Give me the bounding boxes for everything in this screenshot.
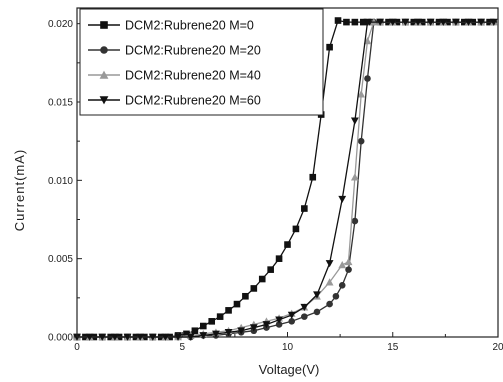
- data-point: [345, 266, 352, 273]
- data-point: [183, 330, 190, 338]
- y-tick-label: 0.010: [48, 176, 73, 187]
- data-point: [249, 324, 258, 332]
- data-point: [313, 308, 321, 316]
- data-point: [364, 75, 371, 82]
- data-point: [208, 318, 216, 325]
- data-point: [426, 18, 435, 26]
- legend-entry: DCM2:Rubrene20 M=40: [88, 69, 261, 83]
- legend-label: DCM2:Rubrene20 M=20: [125, 44, 261, 58]
- data-point: [85, 333, 94, 341]
- data-point: [110, 333, 119, 341]
- data-point: [224, 329, 233, 337]
- legend-entry: DCM2:Rubrene20 M=0: [88, 19, 254, 33]
- series-line: [77, 21, 494, 338]
- data-point: [301, 313, 308, 320]
- data-point: [326, 43, 333, 51]
- data-point: [100, 46, 108, 54]
- data-point: [258, 275, 266, 283]
- data-point: [464, 18, 473, 26]
- data-point: [338, 282, 346, 289]
- data-point: [200, 322, 207, 330]
- data-point: [99, 96, 109, 105]
- y-tick-label: 0.005: [48, 254, 73, 265]
- data-point: [351, 18, 359, 26]
- data-point: [98, 333, 107, 341]
- data-point: [300, 303, 309, 312]
- data-point: [161, 333, 170, 341]
- x-tick-label: 15: [387, 342, 399, 353]
- y-tick-label: 0.000: [48, 333, 73, 344]
- data-point: [267, 266, 274, 273]
- data-point: [100, 21, 108, 29]
- data-point: [350, 173, 359, 181]
- y-tick-label: 0.020: [48, 19, 73, 30]
- data-point: [376, 18, 385, 26]
- series-3: [73, 18, 498, 341]
- data-point: [477, 18, 486, 26]
- data-point: [237, 327, 246, 335]
- data-point: [233, 300, 241, 308]
- data-point: [338, 261, 347, 269]
- data-point: [414, 18, 422, 26]
- data-point: [350, 117, 359, 125]
- data-point: [343, 18, 350, 26]
- legend-entry: DCM2:Rubrene20 M=60: [88, 94, 261, 108]
- data-point: [216, 313, 224, 320]
- data-point: [242, 292, 249, 300]
- legend-entry: DCM2:Rubrene20 M=20: [88, 44, 261, 58]
- data-point: [439, 18, 448, 26]
- data-point: [325, 278, 334, 286]
- x-axis-title: Voltage(V): [259, 362, 320, 377]
- legend-label: DCM2:Rubrene20 M=40: [125, 69, 261, 83]
- data-point: [351, 217, 359, 225]
- data-point: [452, 18, 460, 26]
- x-tick-label: 5: [179, 342, 185, 353]
- data-point: [148, 333, 157, 341]
- data-point: [225, 307, 232, 314]
- legend-label: DCM2:Rubrene20 M=60: [125, 94, 261, 108]
- data-point: [212, 330, 220, 338]
- data-point: [199, 332, 208, 340]
- y-tick-label: 0.015: [48, 98, 73, 109]
- data-point: [334, 17, 342, 24]
- data-point: [325, 260, 334, 268]
- data-point: [284, 241, 291, 248]
- data-point: [262, 321, 271, 329]
- data-point: [489, 18, 498, 26]
- data-point: [288, 318, 296, 325]
- y-axis-title: Current(mA): [12, 149, 27, 232]
- data-point: [136, 333, 145, 341]
- x-tick-label: 20: [492, 342, 503, 353]
- data-point: [359, 18, 367, 26]
- legend-box: [79, 8, 324, 116]
- data-point: [309, 173, 317, 181]
- data-point: [186, 333, 195, 341]
- data-point: [401, 18, 410, 26]
- x-tick-label: 10: [282, 342, 294, 353]
- x-tick-label: 0: [74, 342, 80, 353]
- data-point: [388, 18, 397, 26]
- data-point: [301, 205, 308, 212]
- data-point: [338, 195, 347, 204]
- data-point: [357, 137, 365, 145]
- data-point: [344, 257, 353, 266]
- data-point: [99, 70, 109, 79]
- data-point: [275, 255, 283, 262]
- data-point: [313, 291, 321, 299]
- data-point: [275, 321, 283, 328]
- data-point: [250, 285, 258, 292]
- data-point: [326, 300, 333, 308]
- data-point: [357, 90, 366, 98]
- data-point: [332, 292, 340, 300]
- data-point: [174, 333, 182, 341]
- data-point: [292, 225, 300, 233]
- data-point: [363, 18, 372, 26]
- data-point: [287, 311, 296, 319]
- data-point: [191, 327, 199, 335]
- legend-label: DCM2:Rubrene20 M=0: [125, 19, 254, 33]
- data-point: [275, 316, 283, 324]
